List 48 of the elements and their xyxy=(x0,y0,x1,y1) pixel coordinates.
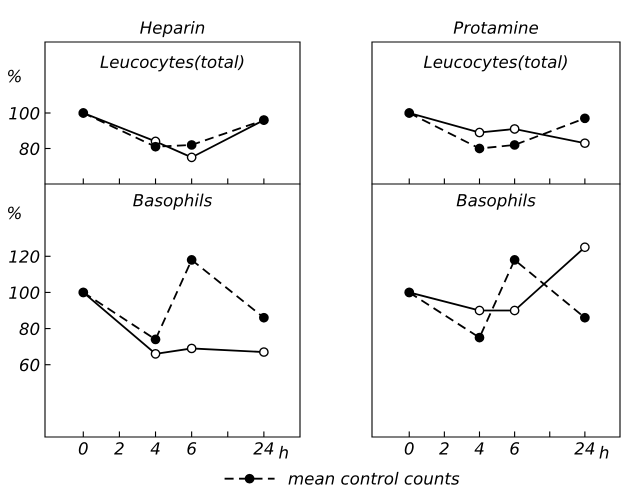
y-tick-label: 80 xyxy=(19,322,40,336)
point xyxy=(580,312,590,323)
x-tick-label: 24 xyxy=(574,442,594,455)
y-tick-label: 100 xyxy=(9,106,40,120)
annotation: Leucocytes(total) xyxy=(424,55,567,72)
x-tick-label: 4 xyxy=(150,442,160,455)
point xyxy=(186,152,197,162)
annotation: Leucocytes(total) xyxy=(100,55,244,72)
annotation: Basophils xyxy=(133,194,212,210)
point xyxy=(580,113,590,124)
x-tick-label: 24 xyxy=(253,442,274,455)
x-tick-label: 6 xyxy=(510,442,520,455)
point xyxy=(259,347,269,357)
chart-title: Heparin xyxy=(140,21,204,38)
legend-label: mean control counts xyxy=(288,472,460,485)
y-axis-title: % xyxy=(8,206,21,220)
point xyxy=(510,124,520,134)
point xyxy=(510,306,520,316)
x-axis-title: h xyxy=(279,446,288,459)
y-tick-label: 60 xyxy=(20,358,40,372)
y-tick-label: 100 xyxy=(9,286,40,299)
x-tick-label: 0 xyxy=(78,442,88,455)
x-tick-label: 6 xyxy=(187,442,196,455)
point xyxy=(474,144,484,154)
point xyxy=(186,344,197,354)
point xyxy=(474,306,484,316)
point xyxy=(259,312,269,323)
point xyxy=(474,128,484,138)
point xyxy=(186,140,197,150)
y-tick-label: 120 xyxy=(9,250,40,263)
point xyxy=(150,334,160,344)
x-tick-label: 2 xyxy=(114,442,124,455)
annotation: Basophils xyxy=(456,194,536,210)
point xyxy=(474,332,484,342)
y-axis-title: % xyxy=(8,70,21,82)
point xyxy=(150,142,160,152)
point xyxy=(150,349,160,359)
chart-title: Protamine xyxy=(454,21,538,34)
x-tick-label: 0 xyxy=(404,442,414,455)
point xyxy=(580,138,590,148)
y-tick-label: 80 xyxy=(19,142,40,156)
x-axis-title: h xyxy=(599,446,608,459)
point xyxy=(186,255,197,265)
point xyxy=(580,242,590,252)
point xyxy=(510,140,520,150)
point xyxy=(510,255,520,265)
x-tick-label: 2 xyxy=(439,442,449,455)
x-tick-label: 4 xyxy=(474,442,484,455)
